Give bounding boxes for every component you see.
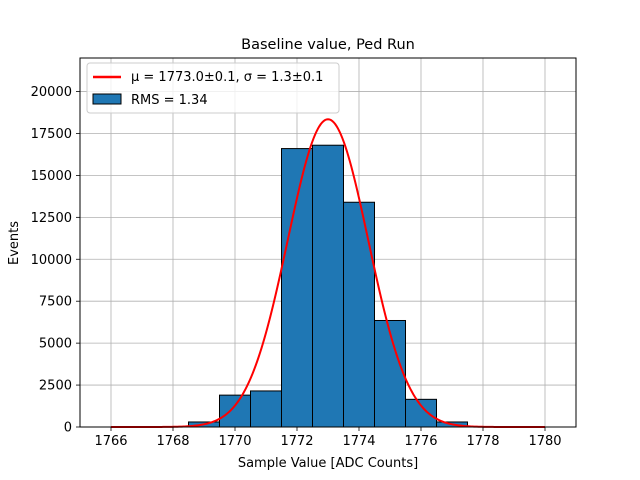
x-tick-label: 1780 bbox=[528, 434, 561, 449]
y-tick-label: 5000 bbox=[39, 337, 72, 352]
legend-fit-label: μ = 1773.0±0.1, σ = 1.3±0.1 bbox=[131, 70, 323, 85]
y-tick-label: 15000 bbox=[31, 169, 72, 184]
x-tick-label: 1776 bbox=[404, 434, 437, 449]
y-axis-label: Events bbox=[7, 221, 22, 265]
y-tick-label: 0 bbox=[64, 421, 72, 436]
histogram-bar bbox=[281, 148, 313, 428]
x-axis-label: Sample Value [ADC Counts] bbox=[238, 456, 418, 471]
x-tick-label: 1768 bbox=[156, 434, 189, 449]
histogram-bar bbox=[374, 319, 406, 428]
histogram-bar bbox=[405, 398, 437, 428]
y-tick-label: 17500 bbox=[31, 127, 72, 142]
y-tick-label: 2500 bbox=[39, 379, 72, 394]
legend-histogram-label: RMS = 1.34 bbox=[131, 93, 208, 108]
x-tick-label: 1770 bbox=[218, 434, 251, 449]
histogram-bar bbox=[219, 394, 251, 428]
axis-ticks: 1766 1768 1770 1772 1774 1776 1778 1780 0 2500 500… bbox=[31, 85, 562, 449]
x-tick-label: 1778 bbox=[466, 434, 499, 449]
x-tick-label: 1774 bbox=[342, 434, 375, 449]
x-tick-label: 1766 bbox=[94, 434, 127, 449]
histogram-bar bbox=[250, 390, 282, 428]
legend-box bbox=[86, 62, 340, 114]
y-tick-label: 10000 bbox=[31, 253, 72, 268]
plot-frame bbox=[79, 57, 577, 428]
x-tick-label: 1772 bbox=[280, 434, 313, 449]
y-tick-label: 7500 bbox=[39, 295, 72, 310]
histogram-bar bbox=[343, 201, 375, 428]
legend: μ = 1773.0±0.1, σ = 1.3±0.1 RMS = 1.34 bbox=[86, 62, 340, 114]
legend-histogram-swatch bbox=[92, 93, 122, 105]
y-tick-label: 20000 bbox=[31, 85, 72, 100]
histogram-bar bbox=[312, 144, 344, 428]
chart-title: Baseline value, Ped Run bbox=[241, 37, 415, 53]
y-tick-label: 12500 bbox=[31, 211, 72, 226]
